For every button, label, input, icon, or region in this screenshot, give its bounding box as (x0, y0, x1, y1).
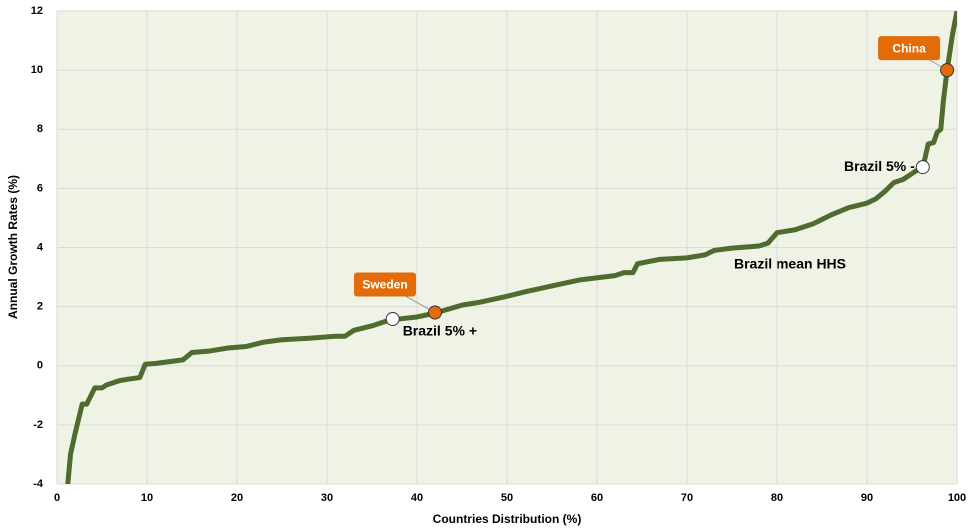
marker-label: Brazil 5% + (403, 323, 477, 339)
y-tick-label: -4 (33, 478, 44, 490)
y-tick-label: 0 (37, 360, 43, 372)
x-tick-label: 90 (861, 492, 873, 504)
y-tick-label: 12 (31, 5, 43, 17)
marker (385, 312, 400, 327)
marker-label: Brazil 5% - (844, 158, 915, 174)
y-tick-label: 2 (37, 301, 43, 313)
x-tick-label: 40 (411, 492, 423, 504)
y-tick-label: 8 (37, 123, 43, 135)
y-tick-label: 10 (31, 64, 43, 76)
marker-label: China (892, 41, 926, 55)
x-tick-label: 80 (771, 492, 783, 504)
y-tick-label: -2 (33, 419, 43, 431)
x-tick-label: 20 (231, 492, 243, 504)
marker (915, 160, 930, 175)
annotation: Brazil mean HHS (734, 256, 846, 272)
x-tick-label: 70 (681, 492, 693, 504)
x-tick-label: 60 (591, 492, 603, 504)
marker-label: Sweden (362, 278, 407, 292)
line-group (65, 11, 957, 484)
x-tick-label: 30 (321, 492, 333, 504)
y-axis-title: Annual Growth Rates (%) (6, 175, 20, 319)
y-tick-label: 4 (37, 241, 44, 253)
x-tick-label: 100 (948, 492, 966, 504)
label-box (354, 272, 416, 297)
y-tick-label: 6 (37, 182, 43, 194)
x-tick-label: 0 (54, 492, 60, 504)
marker (940, 63, 955, 78)
line (65, 11, 957, 484)
x-axis-title: Countries Distribution (%) (433, 512, 582, 526)
marker (428, 305, 442, 320)
label-box (878, 36, 941, 61)
x-tick-label: 10 (141, 492, 153, 504)
x-tick-label: 50 (501, 492, 513, 504)
